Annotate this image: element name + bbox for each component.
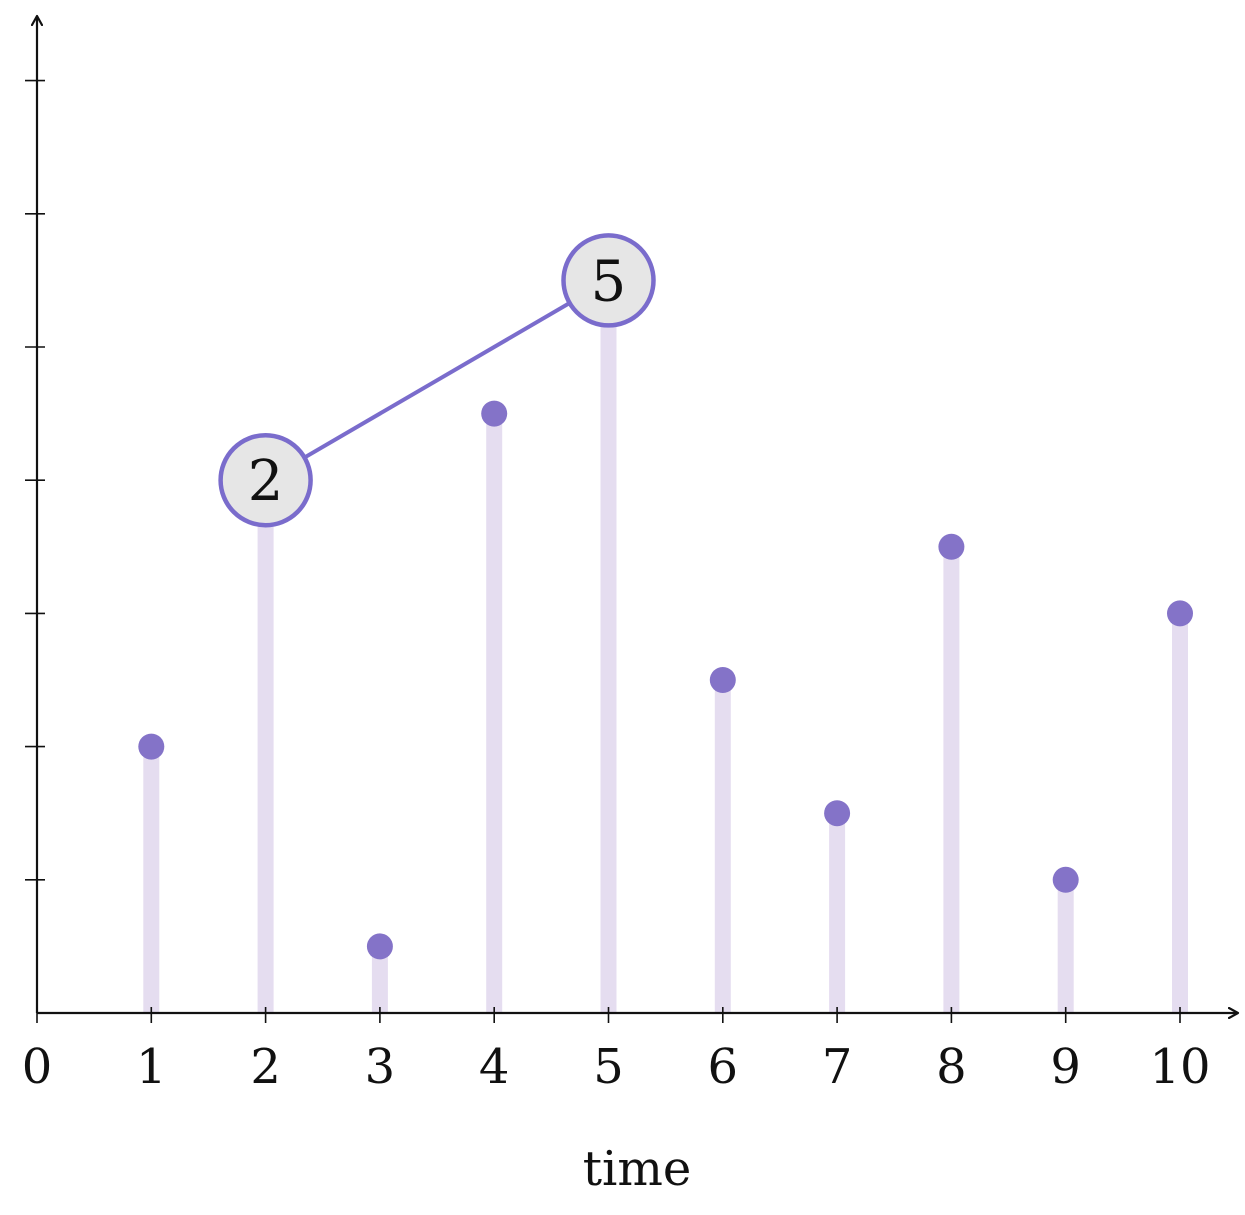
highlight-node-label-5: 5: [591, 249, 627, 314]
axes-layer: [25, 16, 1238, 1023]
connector-layer: [264, 278, 610, 482]
point-6: [709, 667, 736, 693]
x-tick-label-1: 1: [136, 1039, 167, 1095]
point-10: [1167, 600, 1193, 627]
labels-layer: 0 1 2 3 4 5 6 7 8 9 10 2 5: [22, 249, 1211, 1095]
markers-layer: [138, 233, 1193, 960]
x-tick-label-0: 0: [22, 1039, 53, 1095]
point-8: [938, 533, 965, 560]
x-tick-label-10: 10: [1149, 1039, 1210, 1095]
highlight-node-2: [218, 432, 313, 528]
point-3: [366, 933, 393, 960]
point-4: [481, 400, 508, 427]
x-tick-label-4: 4: [479, 1039, 510, 1095]
stems-layer: [143, 280, 1188, 1013]
point-9: [1052, 866, 1079, 893]
highlight-node-5: [561, 233, 656, 328]
x-tick-label-8: 8: [936, 1039, 967, 1095]
x-axis-title: time: [583, 1141, 692, 1197]
node-connector: [264, 278, 610, 482]
x-tick-label-5: 5: [593, 1039, 624, 1095]
x-tick-label-2: 2: [250, 1039, 281, 1095]
point-1: [138, 733, 165, 760]
x-tick-label-3: 3: [365, 1039, 396, 1095]
x-tick-label-7: 7: [822, 1039, 853, 1095]
x-tick-label-6: 6: [708, 1039, 739, 1095]
highlight-node-label-2: 2: [248, 449, 284, 514]
x-tick-label-9: 9: [1050, 1039, 1081, 1095]
point-7: [824, 800, 851, 827]
